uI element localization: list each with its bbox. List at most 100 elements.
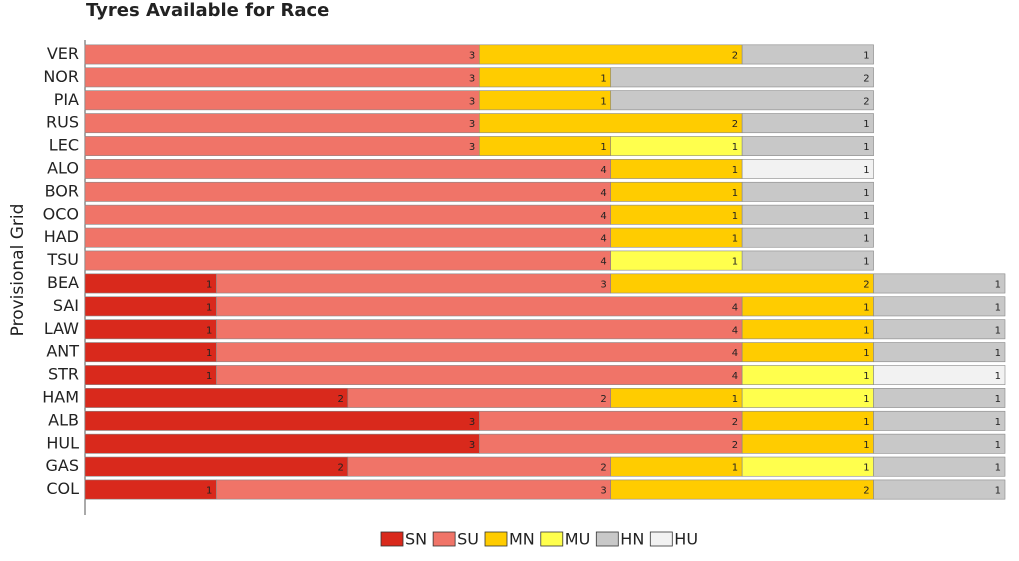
data-label: 1	[863, 50, 869, 61]
bar-segment	[610, 456, 743, 477]
bar-segment	[84, 227, 612, 248]
bar-segment	[873, 365, 1006, 385]
data-label: 3	[469, 142, 475, 153]
data-label: 4	[600, 165, 606, 176]
data-label: 2	[732, 417, 738, 428]
bar-segment	[216, 273, 612, 294]
bar-segment	[610, 227, 743, 248]
bar-segment	[84, 44, 480, 65]
data-label: 1	[206, 486, 212, 497]
data-label: 1	[995, 279, 1001, 290]
y-tick-label: HAD	[44, 227, 79, 246]
y-tick-label: LEC	[49, 136, 79, 155]
bar-segment	[873, 410, 1006, 431]
y-tick-label: OCO	[43, 204, 79, 223]
bar-segment	[84, 296, 217, 317]
data-label: 1	[995, 348, 1001, 359]
bar-segment	[873, 479, 1006, 500]
data-label: 1	[863, 257, 869, 268]
bar-segment	[84, 136, 480, 156]
bar-segment	[216, 342, 743, 363]
data-label: 3	[469, 73, 475, 84]
bar-segment	[610, 90, 874, 111]
bar-segment	[84, 67, 480, 88]
data-label: 1	[995, 394, 1001, 405]
y-axis-label: Provisional Grid	[8, 204, 28, 337]
data-label: 4	[732, 325, 738, 336]
data-label: 1	[995, 325, 1001, 336]
data-label: 1	[863, 302, 869, 313]
bar-segment	[84, 204, 612, 225]
bar-segment	[216, 296, 743, 317]
data-label: 4	[600, 188, 606, 199]
data-label: 3	[469, 440, 475, 451]
bar-segment	[741, 296, 874, 317]
bar-segment	[741, 319, 874, 340]
data-label: 1	[206, 302, 212, 313]
data-label: 1	[863, 211, 869, 222]
bar-segment	[84, 456, 349, 477]
legend-swatch	[484, 531, 508, 547]
bar-segment	[84, 388, 349, 408]
data-label: 2	[863, 486, 869, 497]
data-label: 1	[863, 188, 869, 199]
bar-segment	[610, 479, 874, 500]
bar-segment	[216, 365, 743, 385]
legend-swatch	[380, 531, 404, 547]
y-tick-label: BEA	[47, 273, 79, 292]
bar-segment	[873, 342, 1006, 363]
data-label: 1	[732, 394, 738, 405]
data-label: 2	[863, 73, 869, 84]
bar-segment	[478, 433, 743, 454]
y-tick-label: ANT	[46, 342, 79, 361]
data-label: 1	[863, 142, 869, 153]
bar-segment	[347, 388, 612, 408]
data-label: 3	[469, 50, 475, 61]
bar-segment	[610, 204, 743, 225]
bar-segment	[84, 159, 612, 179]
bar-segment	[873, 296, 1006, 317]
legend-label: HN	[620, 530, 644, 549]
data-label: 1	[995, 417, 1001, 428]
data-label: 3	[600, 486, 606, 497]
data-label: 2	[600, 463, 606, 474]
legend-label: SU	[457, 530, 479, 549]
data-label: 1	[863, 165, 869, 176]
data-label: 1	[863, 119, 869, 130]
y-tick-label: HUL	[46, 433, 79, 452]
data-label: 1	[600, 73, 606, 84]
data-label: 2	[732, 50, 738, 61]
data-label: 3	[469, 417, 475, 428]
bar-segment	[84, 319, 217, 340]
bar-segment	[478, 67, 612, 88]
y-tick-label: STR	[48, 365, 79, 384]
bar-segment	[741, 136, 874, 156]
legend-swatch	[649, 531, 673, 547]
data-label: 1	[206, 371, 212, 382]
bar-segment	[873, 388, 1006, 408]
chart-title: Tyres Available for Race	[86, 0, 329, 21]
bar-segment	[741, 113, 874, 134]
y-tick-label: GAS	[46, 456, 80, 475]
data-label: 2	[863, 279, 869, 290]
data-label: 4	[600, 234, 606, 245]
bar-segment	[610, 273, 874, 294]
data-label: 1	[732, 211, 738, 222]
bar-segment	[478, 113, 743, 134]
bar-segment	[84, 342, 217, 363]
data-label: 4	[732, 371, 738, 382]
bar-segment	[84, 479, 217, 500]
bar-segment	[741, 44, 874, 65]
data-label: 3	[600, 279, 606, 290]
data-label: 1	[732, 463, 738, 474]
data-label: 2	[863, 96, 869, 107]
y-tick-label: BOR	[45, 181, 79, 200]
data-label: 1	[863, 348, 869, 359]
bar-segment	[741, 250, 874, 271]
data-label: 2	[337, 394, 343, 405]
legend-label: MN	[509, 530, 535, 549]
bar-segment	[216, 319, 743, 340]
bar-segment	[84, 433, 480, 454]
bar-segment	[610, 136, 743, 156]
